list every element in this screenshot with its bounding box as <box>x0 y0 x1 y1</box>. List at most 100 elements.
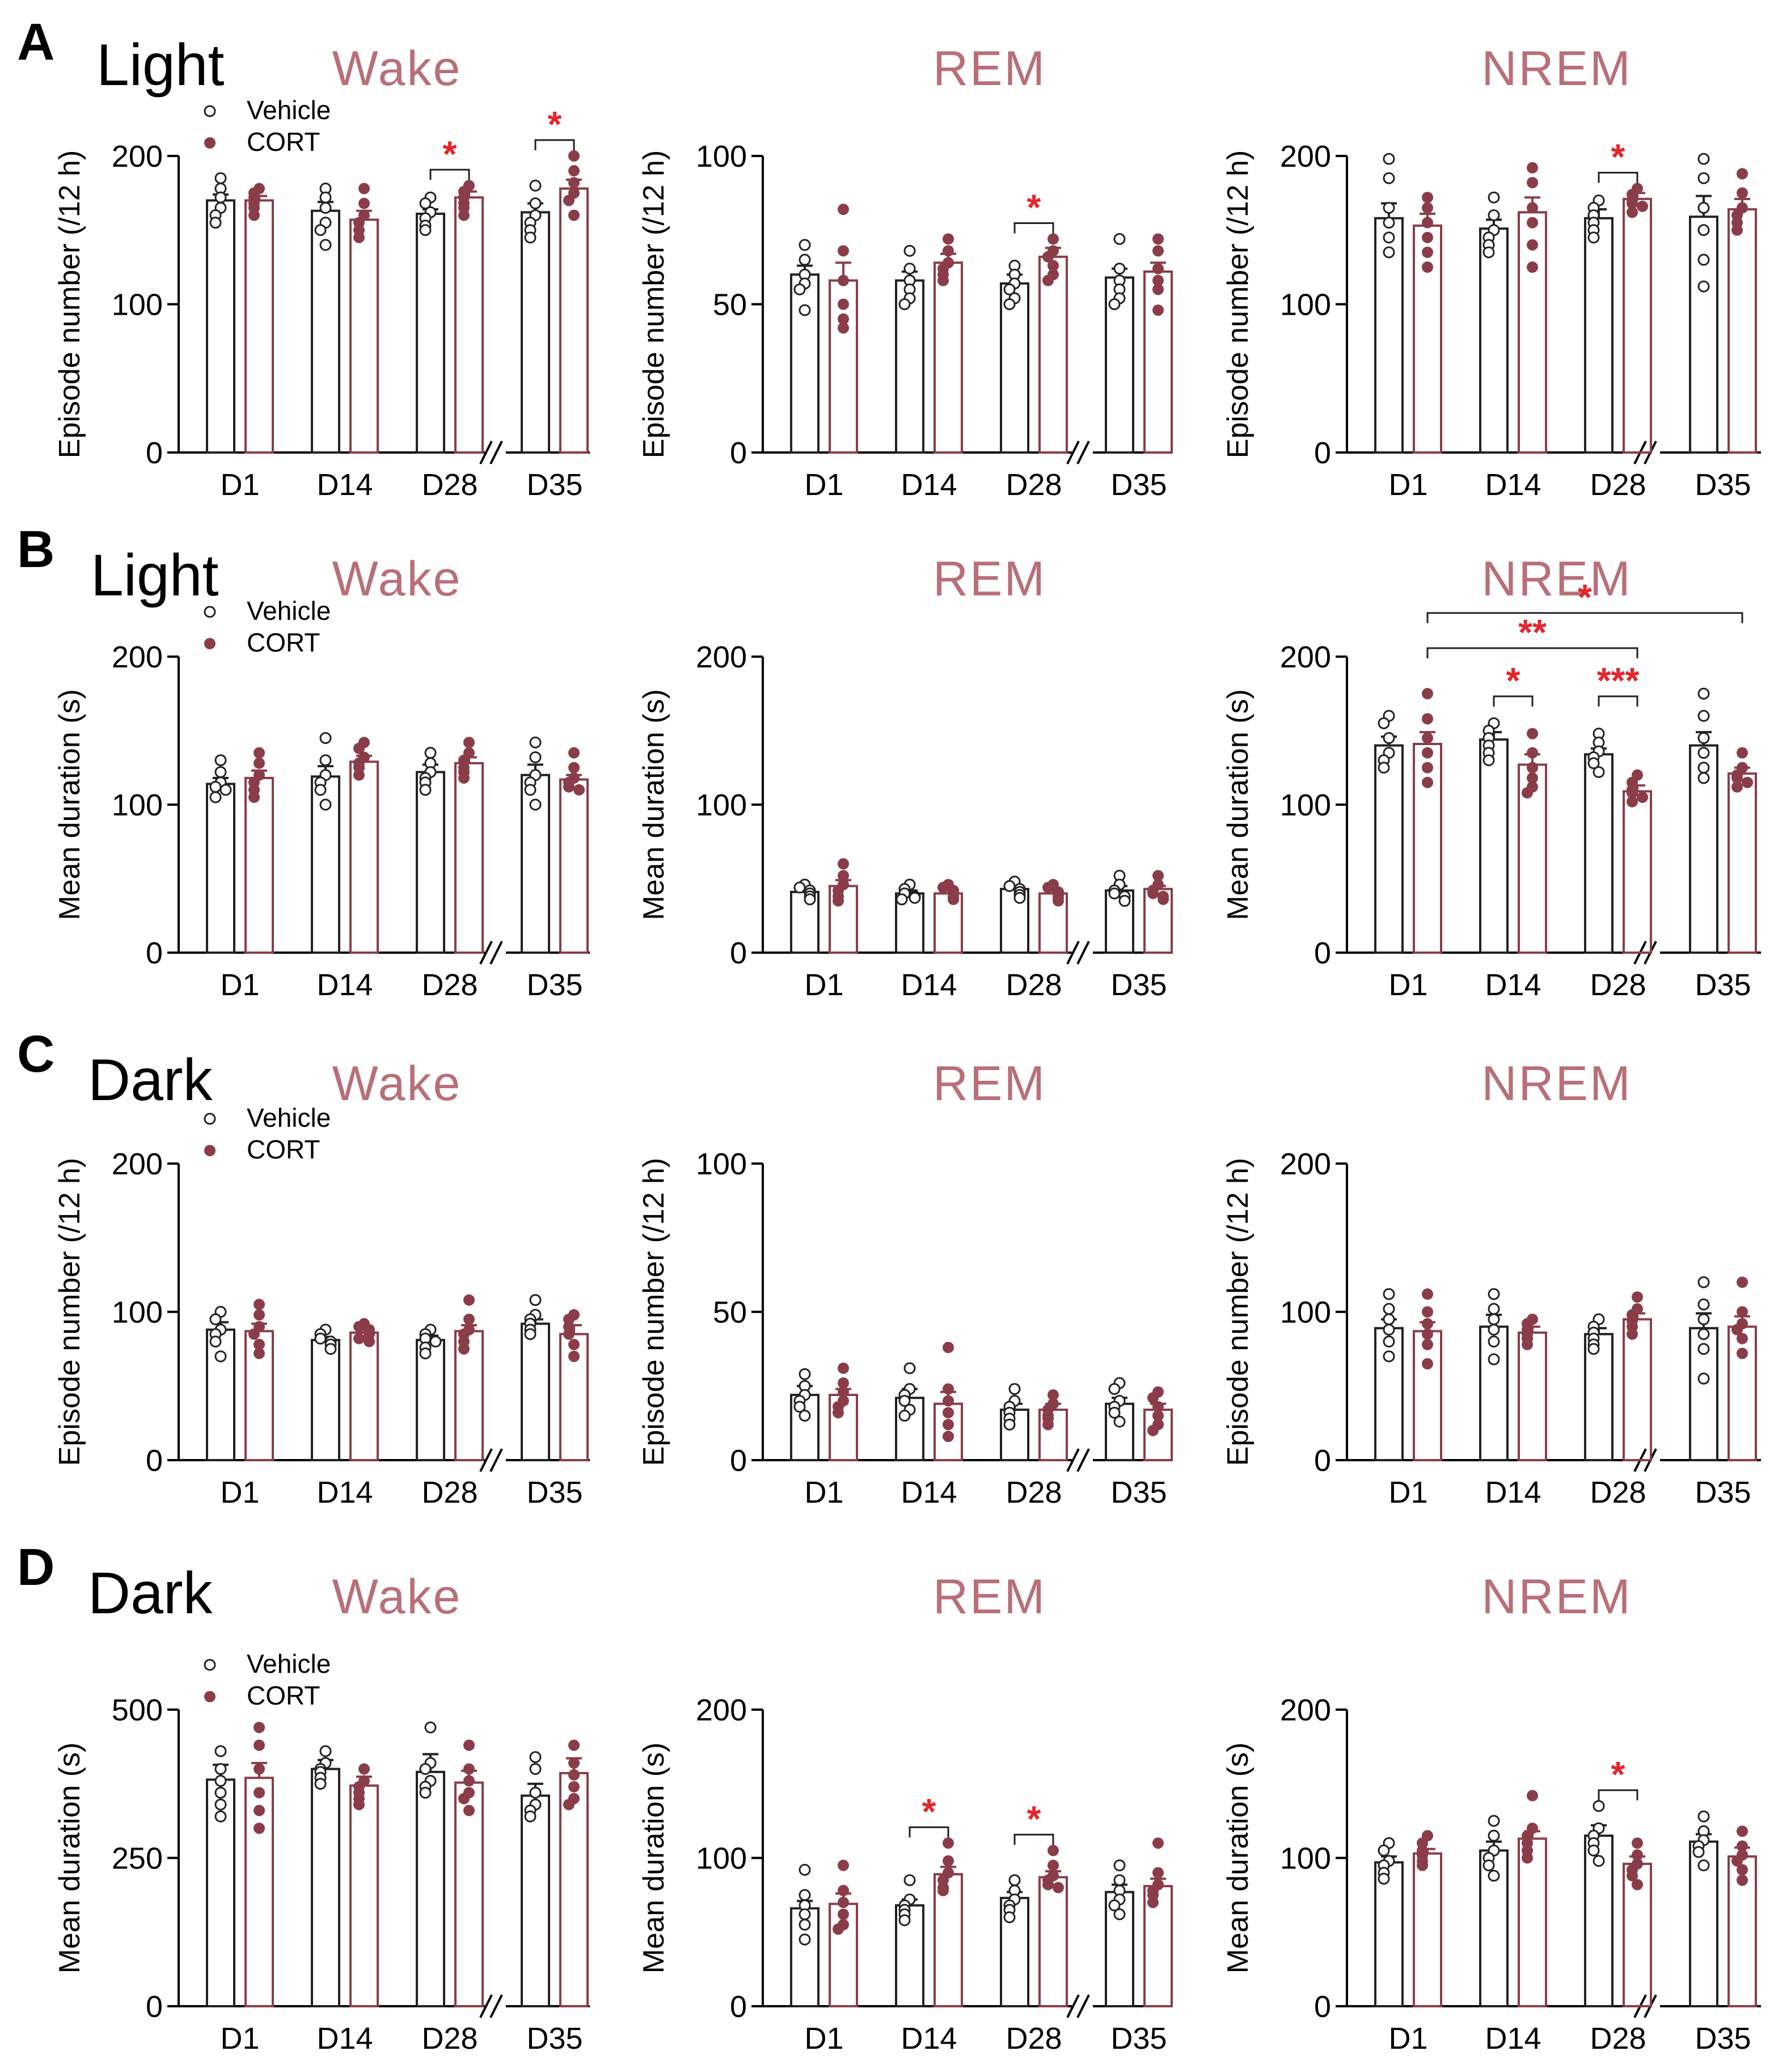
data-point-cort <box>1152 304 1164 316</box>
y-axis-label: Mean duration (s) <box>53 1743 86 1974</box>
stage-title: Wake <box>332 1570 462 1624</box>
x-category-label: D28 <box>421 968 478 1002</box>
data-point-cort <box>1627 1328 1638 1340</box>
data-point-cort <box>254 1347 265 1359</box>
data-point-cort <box>254 1739 265 1751</box>
x-category-label: D14 <box>316 468 373 502</box>
data-point-cort <box>1632 1879 1643 1891</box>
data-point-vehicle <box>1383 1313 1395 1326</box>
data-point-vehicle <box>1108 1899 1121 1912</box>
data-point-cort <box>937 1885 949 1897</box>
data-point-cort <box>1422 776 1433 788</box>
data-point-cort <box>353 769 365 781</box>
data-point-cort <box>1422 732 1433 744</box>
legend-marker-cort <box>204 1145 216 1156</box>
data-point-cort <box>1147 1392 1159 1404</box>
data-point-cort <box>1737 1825 1748 1837</box>
data-point-cort <box>1047 1859 1059 1871</box>
data-point-vehicle <box>1697 687 1710 700</box>
data-point-vehicle <box>1697 1859 1710 1872</box>
data-point-cort <box>254 1309 265 1321</box>
data-point-vehicle <box>898 298 911 310</box>
data-point-vehicle <box>209 791 222 804</box>
bar-cort <box>349 1784 379 2007</box>
y-tick-label: 0 <box>1314 1990 1331 2024</box>
data-point-vehicle <box>319 754 332 767</box>
data-point-cort <box>1527 162 1538 174</box>
data-point-cort <box>563 194 575 206</box>
x-category-label: D35 <box>1695 968 1751 1002</box>
data-point-vehicle <box>529 179 542 192</box>
data-point-vehicle <box>524 231 537 244</box>
data-point-vehicle <box>214 754 227 767</box>
data-point-cort <box>838 870 849 882</box>
data-point-vehicle <box>419 1786 432 1799</box>
data-point-vehicle <box>1378 1872 1390 1885</box>
y-axis-label: Mean duration (s) <box>637 689 670 920</box>
data-point-vehicle <box>1108 1382 1121 1395</box>
bar-cort <box>1518 1837 1547 2007</box>
significance-bracket <box>1013 222 1054 234</box>
panel-letter: A <box>17 13 54 71</box>
data-point-cort <box>1527 1790 1538 1802</box>
data-point-vehicle <box>1003 298 1016 310</box>
y-axis-label: Episode number (/12 h) <box>637 150 670 458</box>
data-point-vehicle <box>209 781 222 793</box>
data-point-vehicle <box>1697 280 1710 293</box>
bar-vehicle <box>1374 1861 1404 2007</box>
stage-title: NREM <box>1481 41 1632 96</box>
bar-vehicle <box>790 273 820 454</box>
bar-vehicle <box>1374 744 1404 954</box>
data-point-vehicle <box>1488 1303 1500 1315</box>
data-point-cort <box>943 1431 954 1443</box>
y-tick-label: 0 <box>146 1444 163 1478</box>
condition-label: Dark <box>88 1047 213 1113</box>
data-point-cort <box>1737 1874 1748 1886</box>
data-point-cort <box>568 1350 580 1362</box>
data-point-cort <box>1053 895 1064 907</box>
data-point-cort <box>568 209 580 221</box>
x-category-label: D1 <box>804 468 843 502</box>
y-axis-label: Episode number (/12 h) <box>53 1158 86 1466</box>
data-point-cort <box>463 1739 475 1751</box>
data-point-vehicle <box>1697 1343 1710 1355</box>
data-point-vehicle <box>799 239 811 251</box>
data-point-cort <box>1422 261 1433 273</box>
data-point-cort <box>1737 187 1748 199</box>
data-point-vehicle <box>524 784 537 796</box>
stage-title: Wake <box>332 552 462 606</box>
data-point-vehicle <box>1113 1908 1126 1921</box>
y-tick-label: 200 <box>696 640 747 674</box>
data-point-cort <box>838 274 849 286</box>
data-point-vehicle <box>1008 1874 1021 1887</box>
x-category-label: D14 <box>1485 468 1541 502</box>
data-point-cort <box>254 747 265 759</box>
data-point-cort <box>353 742 365 754</box>
data-point-cort <box>838 1896 849 1908</box>
data-point-vehicle <box>1697 1298 1710 1310</box>
significance-bracket <box>1426 612 1743 623</box>
x-category-label: D14 <box>1485 1475 1541 1509</box>
data-point-vehicle <box>1113 232 1126 245</box>
data-point-cort <box>943 233 954 245</box>
data-point-vehicle <box>1003 1418 1016 1431</box>
data-point-vehicle <box>214 1775 227 1787</box>
data-point-cort <box>1527 772 1538 784</box>
x-category-label: D14 <box>901 1475 957 1509</box>
x-category-label: D28 <box>1006 968 1062 1002</box>
x-category-label: D28 <box>1006 2022 1062 2056</box>
data-point-vehicle <box>419 224 432 236</box>
data-point-vehicle <box>1003 880 1016 893</box>
y-tick-label: 200 <box>1280 640 1331 674</box>
x-category-label: D14 <box>316 2022 373 2056</box>
bar-cort <box>1038 1876 1068 2008</box>
stage-title: REM <box>933 552 1046 606</box>
significance-bracket <box>534 139 575 150</box>
significance-bracket <box>909 1826 949 1838</box>
data-point-vehicle <box>799 253 811 266</box>
data-point-vehicle <box>1482 1859 1495 1872</box>
data-point-vehicle <box>314 224 327 236</box>
data-point-cort <box>1731 772 1743 784</box>
significance-bracket <box>1598 172 1638 183</box>
bar-vehicle <box>311 1339 340 1462</box>
